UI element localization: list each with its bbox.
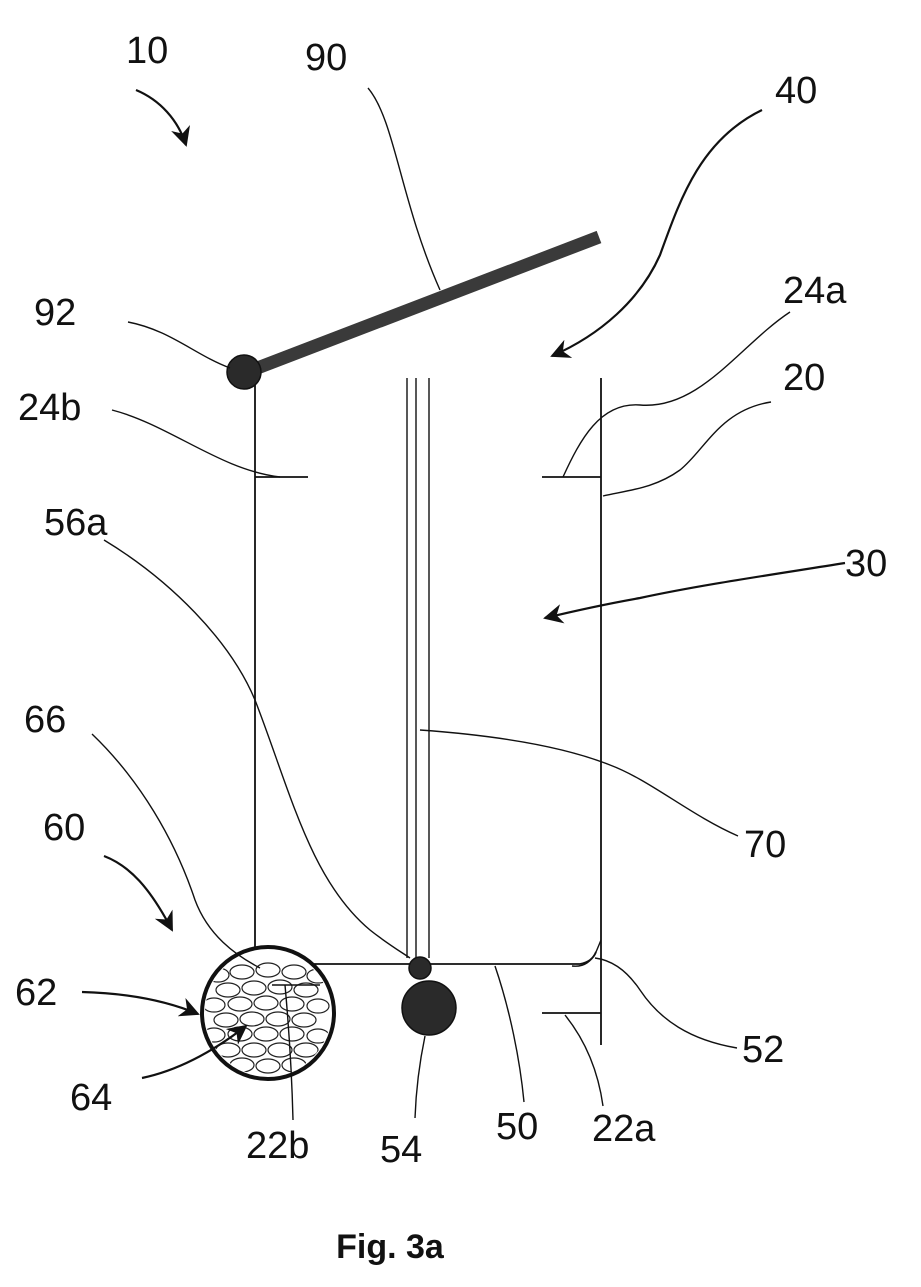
arrow-60	[104, 856, 172, 930]
arrow-62	[82, 992, 198, 1014]
label-40: 40	[775, 70, 817, 112]
label-90: 90	[305, 37, 347, 79]
ball-54	[402, 981, 456, 1035]
label-60: 60	[43, 807, 85, 849]
bead-56a	[409, 957, 431, 979]
leader-50	[495, 966, 524, 1102]
label-20: 20	[783, 357, 825, 399]
arrow-40	[552, 110, 762, 356]
label-52: 52	[742, 1029, 784, 1071]
label-22a: 22a	[592, 1108, 656, 1150]
leader-22a	[565, 1015, 603, 1106]
label-54: 54	[380, 1129, 422, 1171]
label-56a: 56a	[44, 502, 108, 544]
label-22b: 22b	[246, 1125, 309, 1167]
leader-52	[595, 958, 737, 1048]
leader-92	[128, 322, 230, 368]
label-64: 64	[70, 1077, 112, 1119]
label-24a: 24a	[783, 270, 847, 312]
rod-90	[247, 237, 599, 372]
label-50: 50	[496, 1106, 538, 1148]
arrow-30	[545, 563, 845, 618]
leader-20	[603, 402, 771, 496]
leader-24a	[563, 312, 790, 477]
leader-90	[368, 88, 440, 290]
label-70: 70	[744, 824, 786, 866]
label-30: 30	[845, 543, 887, 585]
label-66: 66	[24, 699, 66, 741]
ball-92	[227, 355, 261, 389]
label-10: 10	[126, 30, 168, 72]
label-92: 92	[34, 292, 76, 334]
figure-caption: Fig. 3a	[336, 1228, 445, 1266]
label-24b: 24b	[18, 387, 81, 429]
leader-54	[415, 1036, 425, 1118]
leader-66	[92, 734, 260, 968]
leader-70	[420, 730, 738, 836]
arrow-10	[136, 90, 186, 145]
label-62: 62	[15, 972, 57, 1014]
